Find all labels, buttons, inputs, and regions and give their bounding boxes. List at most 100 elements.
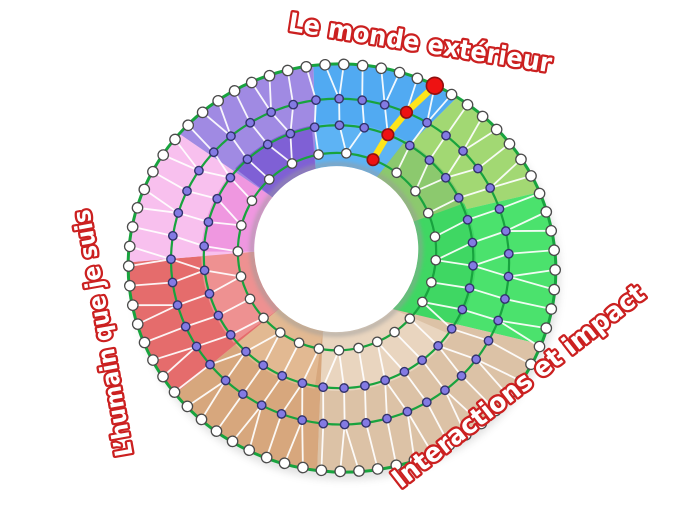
mesh-node[interactable] bbox=[393, 66, 406, 79]
mesh-node[interactable] bbox=[525, 358, 537, 371]
mesh-node[interactable] bbox=[204, 288, 215, 299]
mesh-node[interactable] bbox=[390, 459, 403, 472]
mesh-node[interactable] bbox=[459, 429, 472, 441]
mesh-node[interactable] bbox=[277, 370, 288, 381]
mesh-node[interactable] bbox=[456, 370, 467, 381]
mesh-node[interactable] bbox=[123, 240, 136, 253]
mesh-node[interactable] bbox=[203, 217, 214, 227]
mesh-node[interactable] bbox=[490, 123, 503, 136]
mesh-node[interactable] bbox=[313, 149, 324, 160]
mesh-node[interactable] bbox=[402, 406, 413, 417]
mesh-node[interactable] bbox=[212, 95, 224, 107]
mesh-node[interactable] bbox=[245, 76, 258, 89]
mesh-node[interactable] bbox=[182, 186, 192, 196]
mesh-node[interactable] bbox=[533, 187, 546, 200]
mesh-node[interactable] bbox=[300, 60, 313, 73]
mesh-node[interactable] bbox=[274, 327, 286, 338]
mesh-node[interactable] bbox=[311, 95, 321, 105]
mesh-node[interactable] bbox=[443, 439, 456, 451]
mesh-node[interactable] bbox=[404, 313, 416, 324]
mesh-node[interactable] bbox=[138, 336, 151, 349]
mesh-node[interactable] bbox=[340, 147, 352, 159]
mesh-node[interactable] bbox=[489, 404, 502, 417]
mesh-node[interactable] bbox=[228, 85, 241, 97]
mesh-node[interactable] bbox=[167, 230, 178, 241]
mesh-node[interactable] bbox=[199, 265, 210, 276]
mesh-node[interactable] bbox=[500, 226, 511, 236]
mesh-node[interactable] bbox=[548, 283, 561, 296]
path-node[interactable] bbox=[381, 128, 395, 142]
mesh-node[interactable] bbox=[458, 146, 468, 156]
mesh-node[interactable] bbox=[425, 276, 437, 288]
mesh-node[interactable] bbox=[220, 375, 231, 386]
mesh-node[interactable] bbox=[245, 117, 256, 128]
mesh-node[interactable] bbox=[199, 241, 210, 252]
mesh-node[interactable] bbox=[440, 385, 450, 396]
mesh-node[interactable] bbox=[424, 155, 435, 166]
mesh-node[interactable] bbox=[515, 153, 527, 166]
mesh-node[interactable] bbox=[356, 59, 369, 72]
mesh-node[interactable] bbox=[226, 435, 239, 448]
mesh-node[interactable] bbox=[500, 294, 510, 304]
mesh-node[interactable] bbox=[334, 93, 345, 104]
mesh-node[interactable] bbox=[126, 221, 139, 233]
path-node[interactable] bbox=[366, 153, 380, 167]
mesh-node[interactable] bbox=[246, 195, 258, 207]
mesh-node[interactable] bbox=[380, 375, 391, 386]
mesh-node[interactable] bbox=[494, 204, 505, 214]
mesh-node[interactable] bbox=[361, 417, 371, 428]
mesh-node[interactable] bbox=[446, 323, 457, 334]
mesh-node[interactable] bbox=[503, 271, 514, 282]
mesh-node[interactable] bbox=[485, 183, 496, 193]
mesh-node[interactable] bbox=[166, 254, 176, 265]
mesh-node[interactable] bbox=[404, 140, 415, 151]
mesh-node[interactable] bbox=[334, 120, 345, 131]
mesh-node[interactable] bbox=[278, 457, 291, 470]
mesh-node[interactable] bbox=[476, 110, 489, 123]
mesh-node[interactable] bbox=[258, 312, 269, 324]
mesh-node[interactable] bbox=[417, 296, 428, 308]
mesh-node[interactable] bbox=[205, 359, 215, 370]
mesh-node[interactable] bbox=[138, 183, 151, 196]
mesh-node[interactable] bbox=[157, 370, 169, 383]
mesh-node[interactable] bbox=[353, 465, 365, 477]
mesh-node[interactable] bbox=[422, 207, 434, 219]
mesh-node[interactable] bbox=[131, 318, 144, 330]
mesh-node[interactable] bbox=[293, 337, 305, 349]
mesh-node[interactable] bbox=[525, 170, 537, 182]
mesh-node[interactable] bbox=[173, 208, 184, 218]
mesh-node[interactable] bbox=[467, 237, 478, 248]
mesh-node[interactable] bbox=[391, 167, 402, 179]
mesh-node[interactable] bbox=[475, 417, 488, 430]
mesh-node[interactable] bbox=[318, 418, 329, 429]
mesh-node[interactable] bbox=[382, 413, 392, 424]
mesh-node[interactable] bbox=[225, 172, 236, 183]
mesh-node[interactable] bbox=[389, 326, 400, 338]
mesh-node[interactable] bbox=[540, 322, 553, 334]
mesh-node[interactable] bbox=[410, 185, 421, 197]
mesh-node[interactable] bbox=[319, 58, 331, 71]
mesh-node[interactable] bbox=[440, 172, 451, 183]
mesh-node[interactable] bbox=[226, 131, 236, 142]
mesh-node[interactable] bbox=[461, 98, 474, 111]
mesh-node[interactable] bbox=[124, 279, 136, 292]
mesh-node[interactable] bbox=[286, 158, 298, 169]
mesh-node[interactable] bbox=[371, 463, 384, 475]
mesh-node[interactable] bbox=[379, 99, 390, 110]
mesh-node[interactable] bbox=[182, 119, 194, 132]
mesh-node[interactable] bbox=[399, 366, 410, 377]
mesh-node[interactable] bbox=[297, 461, 309, 474]
mesh-node[interactable] bbox=[408, 454, 421, 467]
mesh-node[interactable] bbox=[180, 321, 191, 332]
mesh-node[interactable] bbox=[131, 201, 144, 214]
mesh-node[interactable] bbox=[426, 447, 439, 460]
mesh-node[interactable] bbox=[243, 444, 256, 456]
mesh-node[interactable] bbox=[318, 382, 329, 393]
mesh-node[interactable] bbox=[545, 224, 558, 237]
mesh-node[interactable] bbox=[181, 400, 194, 413]
mesh-node[interactable] bbox=[242, 154, 253, 165]
mesh-node[interactable] bbox=[281, 64, 294, 77]
mesh-node[interactable] bbox=[360, 380, 370, 391]
mesh-node[interactable] bbox=[549, 264, 562, 276]
mesh-node[interactable] bbox=[503, 390, 515, 403]
